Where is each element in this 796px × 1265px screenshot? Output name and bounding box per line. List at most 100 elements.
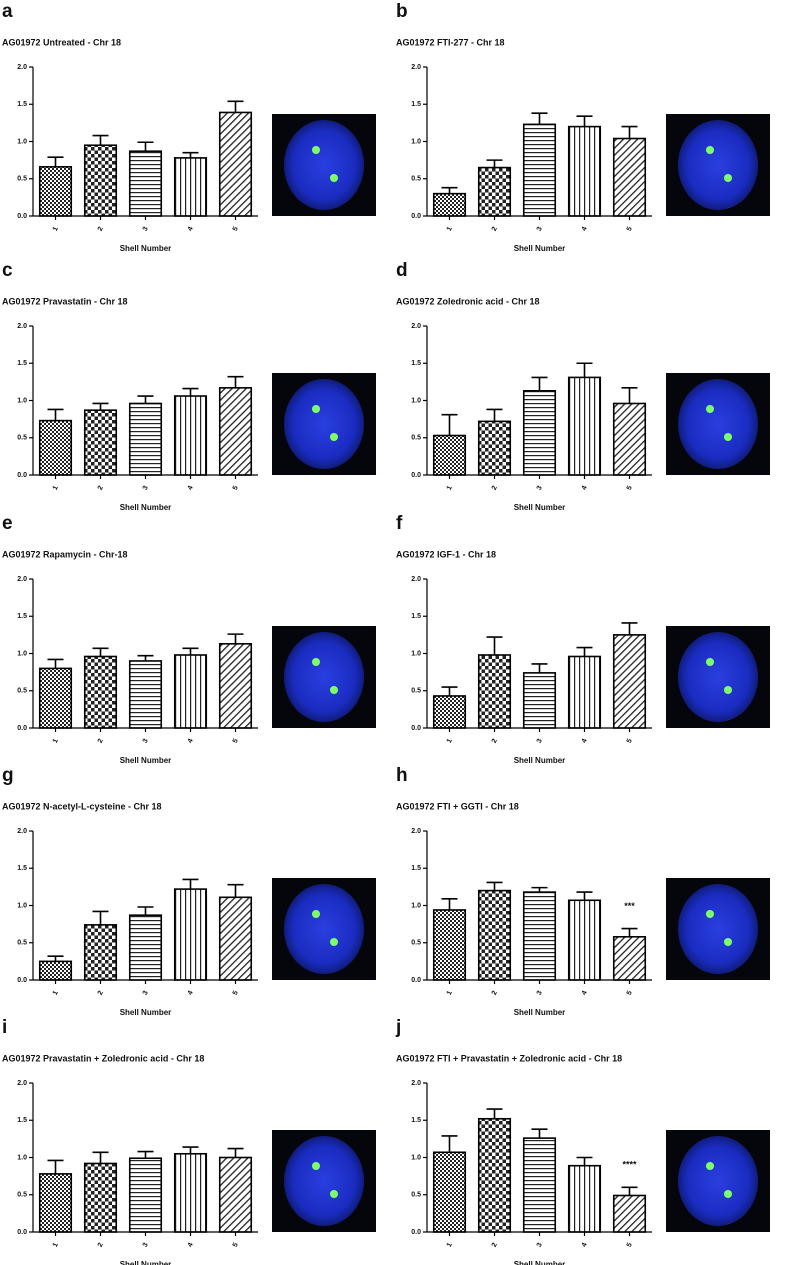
fish-spot [330,686,338,694]
bar [477,1117,512,1233]
fish-spot [706,405,714,413]
nucleus [284,632,364,722]
fish-spot [330,1190,338,1198]
error-bar [137,906,154,916]
bar [567,125,602,217]
x-tick-label: 4 [187,485,195,492]
x-tick-label: 2 [97,990,105,997]
x-tick-label: 5 [232,738,240,745]
error-bar [486,408,503,422]
panel-letter: d [396,260,408,281]
error-bar [531,376,548,391]
error-bar [92,910,109,925]
y-tick-label: 1.5 [17,865,27,872]
x-tick-label: 2 [491,485,499,492]
x-tick-label: 1 [446,226,454,233]
panel-letter: f [396,513,403,534]
y-tick-label: 0.0 [411,977,421,984]
y-tick-label: 2.0 [17,576,27,583]
fish-spot [330,174,338,182]
error-bar [182,1146,199,1154]
bar [477,166,512,217]
x-tick-label: 4 [187,738,195,745]
chart-title: AG01972 Rapamycin - Chr-18 [2,549,128,559]
bar [522,891,557,981]
y-tick-label: 1.5 [411,865,421,872]
x-tick-label: 5 [626,738,634,745]
y-tick-label: 1.0 [17,397,27,404]
bar [218,896,253,981]
bar [567,899,602,981]
error-bar [486,1108,503,1119]
bar [477,889,512,981]
fish-spot [706,910,714,918]
bar [173,654,208,729]
x-tick-label: 4 [187,990,195,997]
error-bar [227,1147,244,1158]
error-bar [182,878,199,890]
fish-spot [312,1162,320,1170]
x-tick-label: 5 [232,226,240,233]
error-bar [576,646,593,657]
error-bar [531,1128,548,1139]
error-bar [47,408,64,421]
panel: j AG01972 FTI + Pravastatin + Zoledronic … [395,1017,770,1265]
nucleus [284,884,364,974]
bar [218,387,253,476]
y-tick-label: 1.5 [411,360,421,367]
y-tick-label: 2.0 [411,64,421,71]
x-tick-label: 1 [52,485,60,492]
fish-spot [330,938,338,946]
error-bar [486,881,503,891]
error-bar [227,100,244,113]
x-tick-label: 3 [536,990,544,997]
y-tick-label: 1.5 [17,360,27,367]
nucleus [678,1136,758,1226]
error-bar [47,156,64,167]
y-tick-label: 1.0 [411,902,421,909]
bar [612,1194,647,1233]
x-axis-label: Shell Number [120,1008,172,1017]
error-bar [441,1135,458,1153]
y-tick-label: 2.0 [411,323,421,330]
bar [38,960,73,981]
panel: h AG01972 FTI + GGTI - Chr 18 0.0 0.5 1.0 1.5… [396,765,770,1017]
y-tick-label: 0.0 [17,725,27,732]
error-bar [621,927,638,937]
x-tick-label: 4 [187,226,195,233]
fish-spot [724,938,732,946]
panel: i AG01972 Pravastatin + Zoledronic acid -… [2,1017,376,1265]
y-tick-label: 0.5 [17,176,27,183]
fish-spot [706,658,714,666]
x-tick-label: 3 [536,226,544,233]
fish-spot [312,910,320,918]
x-axis-label: Shell Number [514,244,566,253]
x-tick-label: 1 [52,738,60,745]
x-tick-label: 1 [52,1242,60,1249]
bar [432,192,467,217]
panel: c AG01972 Pravastatin - Chr 18 0.0 0.5 1.0 1.… [2,260,376,512]
error-bar [227,633,244,644]
y-tick-label: 2.0 [411,576,421,583]
y-tick-label: 2.0 [411,1080,421,1087]
y-tick-label: 0.5 [411,435,421,442]
bar [128,150,163,217]
y-tick-label: 1.5 [17,101,27,108]
x-axis-label: Shell Number [120,244,172,253]
x-tick-label: 4 [581,990,589,997]
nucleus-image [272,114,376,216]
error-bar [486,636,503,655]
nucleus-image [272,626,376,728]
y-tick-label: 1.0 [411,1154,421,1161]
nucleus-image [272,1130,376,1232]
chart-title: AG01972 N-acetyl-L-cysteine - Chr 18 [2,801,162,811]
x-tick-label: 5 [626,990,634,997]
nucleus [678,884,758,974]
y-tick-label: 1.0 [411,138,421,145]
fish-spot [312,405,320,413]
x-tick-label: 5 [232,1242,240,1249]
bar [612,634,647,729]
x-tick-label: 2 [97,226,105,233]
bar [128,914,163,981]
x-axis-label: Shell Number [514,1260,566,1265]
